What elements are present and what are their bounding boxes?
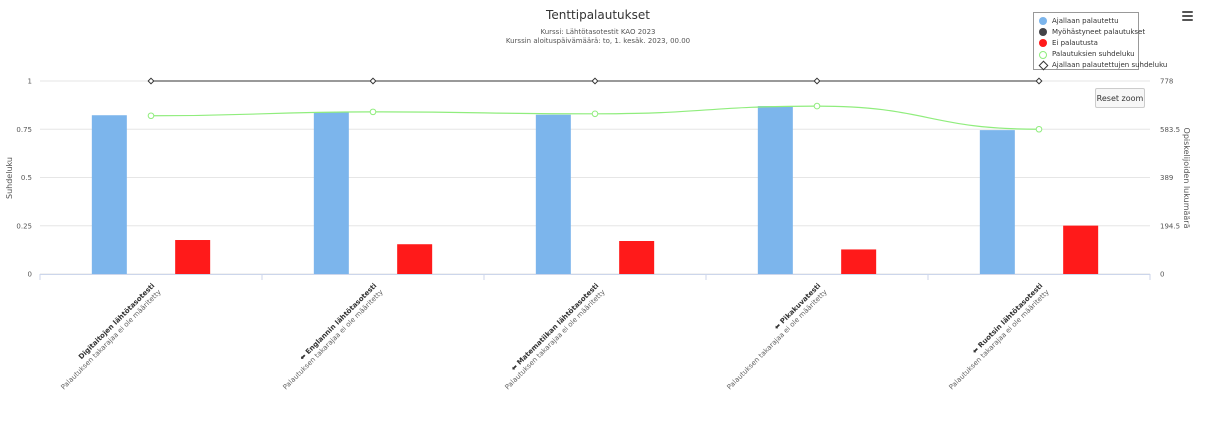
lines (147, 77, 1043, 133)
bar[interactable] (535, 114, 571, 274)
y-right-tick-label: 583.5 (1160, 126, 1180, 134)
line-point[interactable] (1035, 77, 1043, 85)
category-deadline-note: Palautuksen takarajaa ei ole määritetty (948, 288, 1051, 391)
legend-label: Myöhästyneet palautukset (1052, 27, 1146, 36)
category-name: Digitaitojen lähtötasotesti (77, 282, 156, 361)
bars (91, 106, 1099, 274)
reset-zoom-button[interactable]: Reset zoom (1095, 88, 1145, 108)
line-point[interactable] (813, 77, 821, 85)
legend-label: Palautuksien suhdeluku (1052, 49, 1135, 58)
y-axis-right-title: Opiskelijoiden lukumäärä (1182, 128, 1191, 229)
bar[interactable] (979, 130, 1015, 274)
line-point[interactable] (813, 102, 821, 110)
y-right-tick-label: 778 (1160, 78, 1173, 86)
x-category-label: ⬅ Matematiikan lähtötasotestiPalautuksen… (504, 282, 607, 392)
y-left-tick-label: 0 (28, 271, 32, 279)
bar[interactable] (175, 240, 211, 274)
chart-title: Tenttipalautukset (545, 8, 650, 22)
bar[interactable] (841, 249, 877, 274)
y-right-tick-label: 194.5 (1160, 222, 1180, 230)
legend-label: Ajallaan palautettu (1052, 16, 1119, 25)
legend-circle-icon (1038, 49, 1048, 59)
y-left-tick-label: 0.5 (21, 174, 32, 182)
y-right-tick-label: 0 (1160, 271, 1164, 279)
y-left-tick-label: 0.75 (16, 126, 32, 134)
line-point[interactable] (369, 108, 377, 116)
bar[interactable] (313, 112, 349, 274)
bar[interactable] (757, 106, 793, 274)
line-point[interactable] (147, 112, 155, 120)
legend-label: Ei palautusta (1052, 38, 1098, 47)
hamburger-menu-icon[interactable] (1182, 11, 1193, 21)
legend-label: Ajallaan palautettujen suhdeluku (1052, 60, 1168, 69)
legend-item-late[interactable]: Myöhästyneet palautukset (1038, 26, 1145, 37)
legend-dot-icon (1038, 27, 1048, 37)
legend-dot-icon (1038, 38, 1048, 48)
legend-item-not-returned[interactable]: Ei palautusta (1038, 37, 1134, 48)
y-right-tick-label: 389 (1160, 174, 1173, 182)
bar[interactable] (91, 115, 127, 274)
chart-subtitle-course: Kurssi: Lähtötasotestit KAO 2023 (540, 28, 655, 36)
bar[interactable] (1063, 225, 1099, 274)
y-left-tick-label: 1 (28, 78, 32, 86)
bar[interactable] (619, 241, 655, 274)
category-deadline-note: Palautuksen takarajaa ei ole määritetty (726, 288, 829, 391)
line-point[interactable] (369, 77, 377, 85)
legend-item-on-time-ratio[interactable]: Ajallaan palautettujen suhdeluku (1038, 59, 1167, 70)
line-point[interactable] (591, 77, 599, 85)
y-axis-right-ticks: 0 194.5 389 583.5 778 (1160, 78, 1180, 279)
category-name: ⬅ Englannin lähtötasotesti (298, 282, 378, 362)
legend-item-on-time[interactable]: Ajallaan palautettu (1038, 15, 1134, 26)
y-axis-left-ticks: 0 0.25 0.5 0.75 1 (16, 78, 32, 279)
line-point[interactable] (147, 77, 155, 85)
line-point[interactable] (1035, 125, 1043, 133)
series-line (150, 105, 1040, 130)
legend: Ajallaan palautettu Myöhästyneet palautu… (1033, 12, 1167, 70)
legend-item-return-ratio[interactable]: Palautuksien suhdeluku (1038, 48, 1135, 59)
category-name: ⬅ Ruotsin lähtötasotesti (971, 282, 1045, 356)
y-axis-left-title: Suhdeluku (5, 157, 14, 199)
y-left-tick-label: 0.25 (16, 222, 32, 230)
category-deadline-note: Palautuksen takarajaa ei ole määritetty (504, 288, 607, 391)
legend-diamond-icon (1038, 60, 1049, 70)
chart-subtitle-start-date: Kurssin aloituspäivämäärä: to, 1. kesäk.… (506, 37, 690, 45)
category-deadline-note: Palautuksen takarajaa ei ole määritetty (282, 288, 385, 391)
category-name: ⬅ Matematiikan lähtötasotesti (510, 282, 601, 373)
category-deadline-note: Palautuksen takarajaa ei ole määritetty (60, 288, 163, 391)
bar[interactable] (397, 244, 433, 274)
line-point[interactable] (591, 110, 599, 118)
legend-dot-icon (1038, 16, 1048, 26)
